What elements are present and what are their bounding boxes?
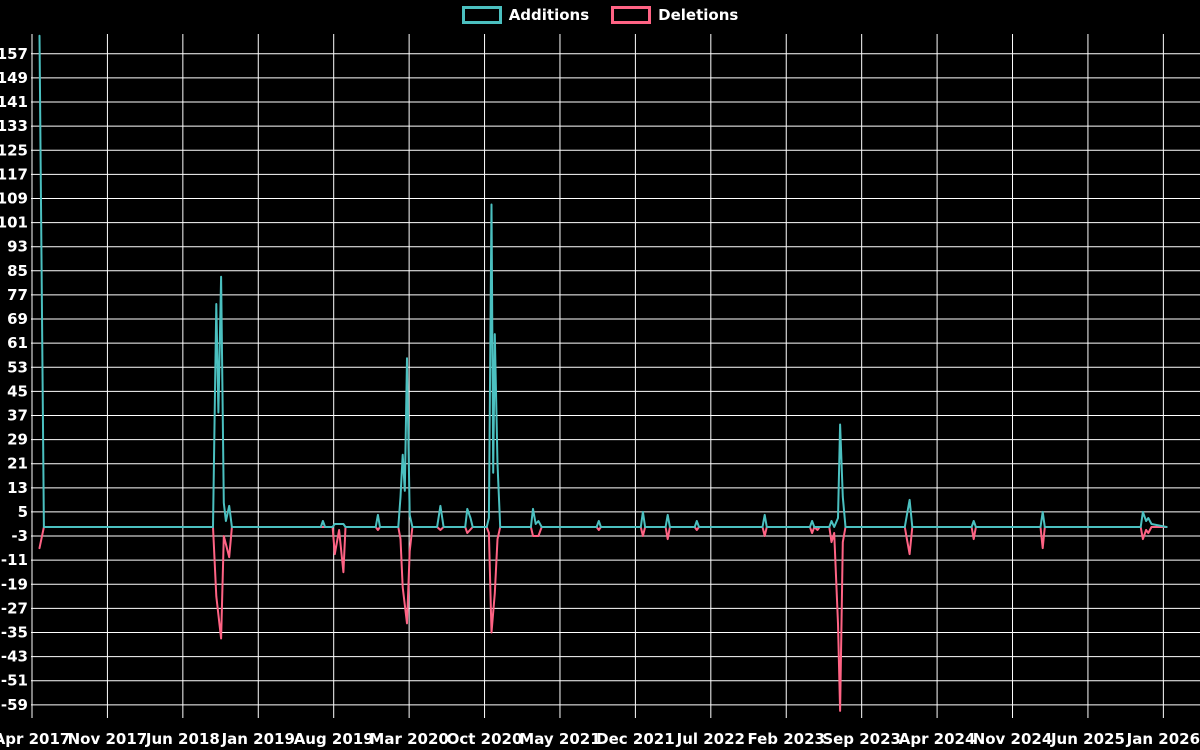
y-axis-tick-label: 77 — [7, 286, 28, 304]
y-axis-tick-label: -59 — [1, 696, 28, 714]
additions-line-series — [38, 34, 1168, 528]
x-axis-tick-label: Apr 2024 — [899, 730, 976, 748]
x-axis-tick-label: Nov 2024 — [973, 730, 1053, 748]
y-axis-tick-label: 141 — [0, 93, 28, 111]
legend-item-additions[interactable]: Additions — [461, 5, 590, 24]
y-axis-tick-label: 133 — [0, 117, 28, 135]
y-axis-tick-label: 45 — [7, 382, 28, 400]
y-axis-tick-label: 29 — [7, 431, 28, 449]
y-axis-tick-label: 21 — [7, 455, 28, 473]
additions-legend-swatch-icon — [461, 6, 502, 24]
chart-legend: Additions Deletions — [0, 6, 1200, 24]
y-axis-tick-label: 93 — [7, 238, 28, 256]
x-axis-tick-label: Jun 2018 — [145, 730, 220, 748]
x-axis-tick-label: Dec 2021 — [596, 730, 675, 748]
y-axis-tick-label: -3 — [11, 527, 28, 545]
y-axis-tick-label: 53 — [7, 358, 28, 376]
y-axis-tick-label: -11 — [1, 551, 28, 569]
x-axis-tick-label: Aug 2019 — [294, 730, 374, 748]
x-axis-tick-label: Jun 2025 — [1050, 730, 1125, 748]
x-axis-tick-label: Oct 2020 — [447, 730, 523, 748]
y-axis-tick-label: -51 — [1, 672, 28, 690]
y-axis-tick-label: 69 — [7, 310, 28, 328]
y-axis-tick-label: 125 — [0, 141, 28, 159]
deletions-legend-label: Deletions — [658, 5, 739, 24]
y-axis-tick-label: -27 — [1, 599, 28, 617]
x-axis-tick-label: Mar 2020 — [369, 730, 448, 748]
x-axis-tick-label: May 2021 — [519, 730, 600, 748]
y-axis-tick-label: -19 — [1, 575, 28, 593]
legend-item-deletions[interactable]: Deletions — [611, 6, 738, 24]
additions-legend-label: Additions — [508, 5, 590, 24]
y-axis-tick-label: 109 — [0, 189, 28, 207]
x-axis-tick-label: Jan 2026 — [1126, 730, 1200, 748]
y-axis-tick-label: 157 — [0, 45, 28, 63]
y-axis-tick-label: 117 — [0, 165, 28, 183]
x-axis-tick-label: Nov 2017 — [68, 730, 148, 748]
y-axis-tick-label: 61 — [7, 334, 28, 352]
y-axis-tick-label: 101 — [0, 214, 28, 232]
deletions-legend-swatch-icon — [611, 6, 652, 24]
y-axis-tick-label: 5 — [18, 503, 28, 521]
y-axis-tick-label: 85 — [7, 262, 28, 280]
x-axis-tick-label: Jul 2022 — [676, 730, 745, 748]
x-axis-tick-label: Sep 2023 — [822, 730, 901, 748]
y-axis-tick-label: -43 — [1, 648, 28, 666]
x-axis-tick-label: Feb 2023 — [747, 730, 825, 748]
y-axis-tick-label: -35 — [1, 623, 28, 641]
x-axis-tick-label: Jan 2019 — [221, 730, 295, 748]
x-axis-tick-label: Apr 2017 — [0, 730, 70, 748]
y-axis-tick-label: 13 — [7, 479, 28, 497]
y-axis-tick-label: 37 — [7, 406, 28, 424]
y-axis-tick-label: 149 — [0, 69, 28, 87]
